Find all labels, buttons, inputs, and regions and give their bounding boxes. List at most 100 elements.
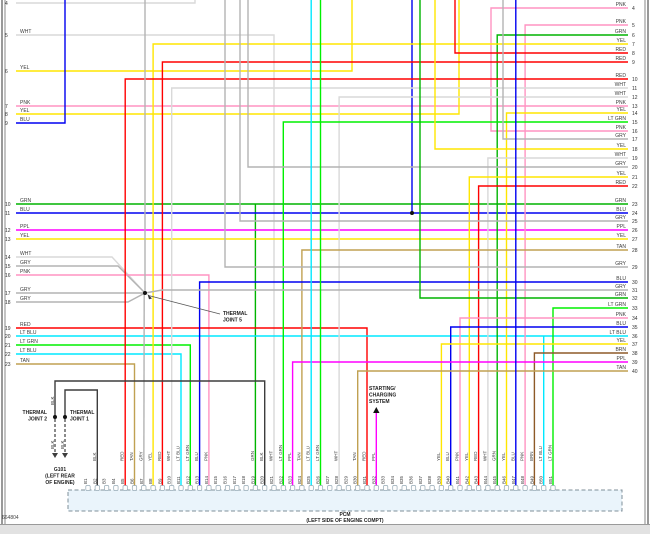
- right-pin-color-label: YEL: [617, 143, 627, 149]
- pcm-pin-bump: [234, 485, 240, 491]
- wire-yel: [468, 176, 628, 486]
- right-pin-color-label: RED: [615, 56, 626, 62]
- left-pin-color-label: GRY: [20, 296, 31, 302]
- pcm-pin-bump: [308, 485, 314, 491]
- left-pin-number: 20: [5, 334, 11, 340]
- pcm-pin-label: B42: [464, 475, 469, 484]
- right-pin-number: 9: [632, 60, 635, 66]
- right-pin-color-label: LT BLU: [610, 330, 627, 336]
- right-pin-color-label: TAN: [616, 244, 626, 250]
- wire-blk: [54, 380, 266, 486]
- ground-symbol: [62, 453, 68, 458]
- bottom-margin-band: [0, 524, 650, 534]
- pcm-pin-bump: [252, 485, 258, 491]
- right-pin-color-label: PNK: [616, 2, 627, 8]
- left-pin-number: 23: [5, 362, 11, 368]
- right-pin-number: 30: [632, 280, 638, 286]
- right-pin-color-label: TAN: [616, 365, 626, 371]
- left-pin-color-label: TAN: [20, 358, 30, 364]
- wire-color-label: PPL: [371, 452, 376, 461]
- right-pin-color-label: YEL: [617, 233, 627, 239]
- wire-color-label: BLU: [510, 452, 515, 461]
- pcm-pin-bump: [494, 485, 500, 491]
- pcm-pin-label: B46: [502, 475, 507, 484]
- right-pin-number: 38: [632, 351, 638, 357]
- pcm-pin-bump: [290, 485, 296, 491]
- wire-color-label: BLK: [259, 452, 264, 461]
- pcm-pin-bump: [317, 485, 324, 491]
- left-pin-number: 8: [5, 112, 8, 118]
- right-pin-color-label: YEL: [617, 171, 627, 177]
- right-pin-color-label: YEL: [617, 107, 627, 113]
- wire-wht: [16, 0, 196, 4]
- annotation-label: STARTING/: [369, 386, 396, 392]
- wire-grn: [496, 34, 628, 486]
- pcm-pin-bump: [457, 485, 463, 491]
- wire-color-label: BLU: [194, 452, 199, 461]
- wire-wht: [170, 87, 628, 486]
- left-pin-color-label: WHT: [20, 29, 31, 35]
- right-pin-number: 28: [632, 248, 638, 254]
- left-pin-color-label: YEL: [20, 108, 30, 114]
- right-pin-number: 19: [632, 156, 638, 162]
- right-pin-color-label: WHT: [615, 82, 626, 88]
- pcm-pin-bump: [150, 485, 156, 491]
- pcm-pin-label: B28: [334, 475, 339, 484]
- pcm-pin-bump: [169, 485, 175, 491]
- pcm-pin-label: B27: [325, 475, 330, 484]
- pcm-pin-label: B13: [195, 475, 200, 484]
- pcm-pin-label: B15: [213, 475, 218, 484]
- wire-blu: [198, 281, 628, 486]
- pcm-pin-label: B43: [474, 475, 479, 484]
- pcm-pin-bump: [531, 485, 537, 491]
- pcm-pin-bump: [466, 485, 472, 491]
- left-pin-number: 7: [5, 104, 8, 110]
- pcm-pin-label: B14: [204, 475, 209, 484]
- left-pin-color-label: RED: [20, 322, 31, 328]
- pcm-pin-bump: [485, 485, 491, 491]
- left-pin-number: 21: [5, 343, 11, 349]
- wire-blu: [450, 326, 628, 486]
- pcm-pin-bump: [94, 485, 100, 491]
- wire-red: [161, 61, 628, 486]
- wire-gry: [502, 0, 628, 140]
- pcm-pin-bump: [392, 485, 398, 491]
- right-pin-color-label: GRN: [615, 292, 627, 298]
- right-pin-color-label: BRN: [615, 347, 626, 353]
- pcm-pin-label: B7: [139, 478, 144, 484]
- wire-pnk: [524, 24, 628, 486]
- pcm-pin-label: B26: [316, 475, 321, 484]
- pcm-pin-bump: [420, 485, 426, 491]
- pcm-pin-bump: [243, 485, 249, 491]
- right-pin-number: 34: [632, 316, 638, 322]
- wire-gry: [239, 0, 628, 222]
- wire-color-label: GRN: [250, 451, 255, 461]
- pcm-pin-bump: [336, 485, 342, 491]
- pcm-pin-label: B37: [418, 475, 423, 484]
- pcm-location: (LEFT SIDE OF ENGINE COMPT): [306, 518, 384, 524]
- pcm-pin-bump: [476, 485, 482, 491]
- right-pin-color-label: LT GRN: [608, 116, 626, 122]
- wire-color-label: GRN: [492, 451, 497, 461]
- wire-color-label: YEL: [436, 452, 441, 461]
- left-pin-number: 17: [5, 291, 11, 297]
- left-pin-number: 10: [5, 202, 11, 208]
- annotation-label: G101: [54, 467, 66, 473]
- left-pin-number: 4: [5, 1, 8, 7]
- pcm-pin-bump: [541, 485, 547, 491]
- right-pin-number: 27: [632, 237, 638, 243]
- right-pin-color-label: BLU: [616, 276, 626, 282]
- pcm-pin-bump: [550, 485, 556, 491]
- wire-color-label: TAN: [352, 452, 357, 461]
- right-pin-color-label: PPL: [617, 224, 627, 230]
- wire-color-label: PNK: [455, 452, 460, 461]
- right-pin-color-label: WHT: [615, 152, 626, 158]
- pcm-pin-label: B23: [288, 475, 293, 484]
- wire-yel: [16, 0, 460, 115]
- right-pin-number: 17: [632, 137, 638, 143]
- left-pin-color-label: PNK: [20, 269, 31, 275]
- wire-gry: [16, 292, 146, 303]
- wire-pnk: [459, 317, 628, 486]
- wire-pnk: [16, 274, 210, 486]
- right-pin-color-label: WHT: [615, 91, 626, 97]
